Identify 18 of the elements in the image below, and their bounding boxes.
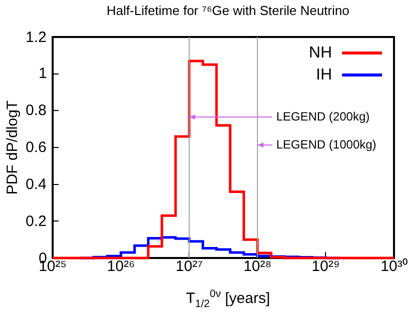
- y-tick-label: 0.8: [26, 102, 47, 120]
- legend-label: NH: [308, 44, 332, 62]
- x-tick-label: 10²⁷: [176, 258, 203, 276]
- y-tick-label: 0.2: [26, 212, 47, 230]
- y-tick-label: 0.4: [26, 176, 47, 193]
- y-axis-title: PDF dP/dlogT: [4, 100, 22, 195]
- legend-label: IH: [316, 66, 332, 84]
- x-tick-label: 10²⁸: [243, 258, 272, 276]
- chart-title: Half-Lifetime for ⁷⁶Ge with Sterile Neutrino: [106, 3, 350, 18]
- x-tick-label: 10³⁰: [380, 258, 408, 276]
- y-tick-label: 1.2: [26, 28, 47, 46]
- y-tick-label: 1: [38, 65, 47, 82]
- y-tick-label: 0.6: [26, 139, 47, 156]
- x-axis-title: T$_{1/2}$$^{0ν}$ [years]: [184, 288, 272, 310]
- x-tick-label: 10²⁶: [107, 258, 135, 276]
- ref-line-label: LEGEND (200kg): [276, 109, 370, 124]
- ref-line-label: LEGEND (1000kg): [276, 137, 376, 152]
- x-tick-label: 10²⁹: [312, 258, 340, 276]
